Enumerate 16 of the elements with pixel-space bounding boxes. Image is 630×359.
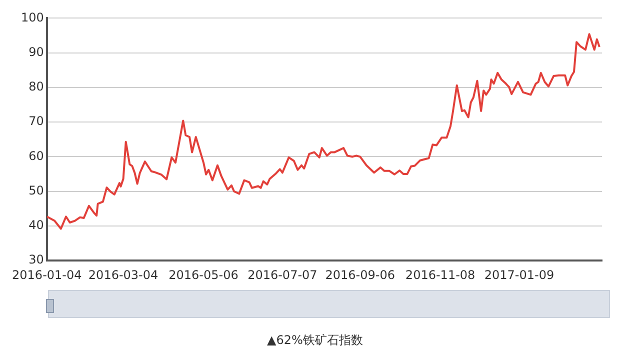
x-tick-label: 2016-07-07 — [248, 268, 318, 282]
y-tick-label: 30 — [28, 252, 44, 267]
text: ▲62%铁矿石指数 — [266, 332, 364, 349]
y-tick-label: 40 — [28, 218, 44, 232]
y-tick-label: 60 — [28, 148, 44, 163]
x-tick-label: 2016-01-04 — [12, 268, 82, 282]
x-tick-label: 2016-03-04 — [88, 268, 158, 282]
y-tick-label: 50 — [28, 183, 44, 198]
x-tick-label: 2016-11-08 — [405, 268, 476, 282]
x-tick-label: 2016-05-06 — [168, 268, 238, 282]
x-tick-label: 2017-01-09 — [484, 268, 554, 282]
x-tick-label: 2016-09-06 — [325, 268, 395, 282]
y-tick-label: 80 — [28, 80, 44, 94]
y-tick-label: 70 — [28, 114, 44, 128]
y-tick-label: 90 — [28, 44, 44, 59]
y-tick-label: 100 — [21, 10, 44, 24]
